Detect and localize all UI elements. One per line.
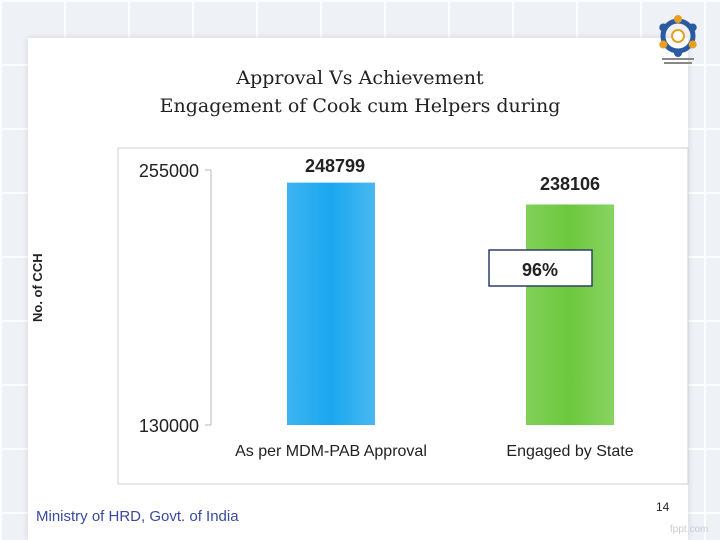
data-label-1: 248799: [305, 156, 365, 176]
plot-area-border: [117, 147, 689, 485]
x-tick-label: As per MDM-PAB Approval: [235, 443, 427, 460]
footer-ministry: Ministry of HRD, Govt. of India: [36, 508, 239, 525]
chart-title-line1: Approval Vs Achievement: [236, 67, 484, 89]
data-label-2: 238106: [540, 174, 600, 194]
bar-1: [287, 182, 375, 425]
y-tick-label: 130000: [139, 416, 199, 436]
page-number: 14: [656, 500, 670, 514]
mdm-logo-icon: [659, 15, 697, 64]
chart-title: Approval Vs Achievement Engagement of Co…: [0, 64, 720, 120]
y-tick-label: 255000: [139, 161, 199, 181]
bar-2: [526, 204, 614, 425]
percentage-callout-text: 96%: [522, 260, 558, 280]
percentage-callout-box: [488, 249, 593, 287]
watermark: fppt.com: [670, 524, 709, 535]
chart-title-line2: Engagement of Cook cum Helpers during: [159, 95, 561, 117]
x-tick-label: Engaged by State: [506, 443, 633, 460]
